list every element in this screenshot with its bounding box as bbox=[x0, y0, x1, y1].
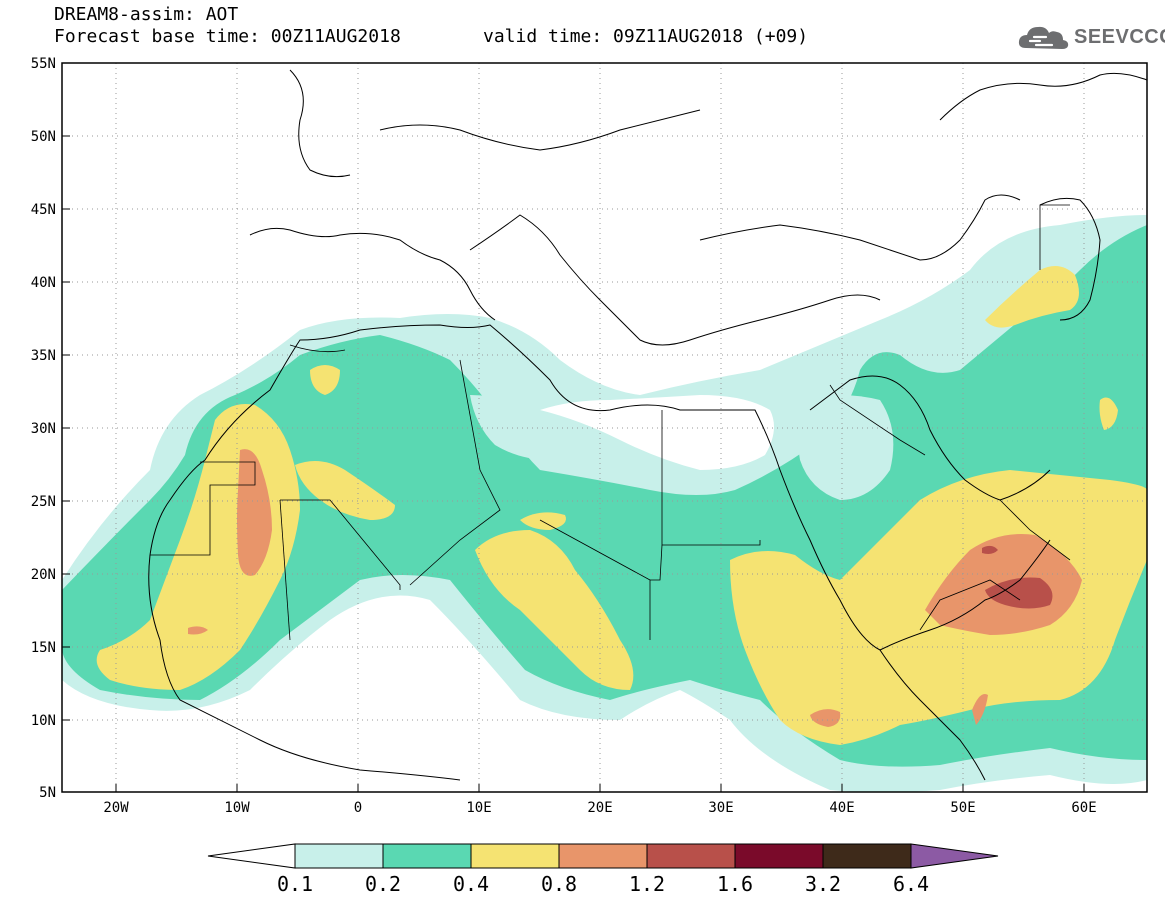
aot-band-0.8-somalia bbox=[972, 694, 988, 725]
logo-text: SEEVCCC bbox=[1074, 26, 1165, 48]
colorbar-label-1: 0.2 bbox=[365, 872, 401, 896]
aot-low-area-arabia bbox=[797, 395, 894, 500]
colorbar-swatch-0 bbox=[294, 843, 384, 869]
map-title: DREAM8-assim: AOT bbox=[54, 4, 239, 25]
lat-label-10n: 10N bbox=[31, 713, 56, 729]
colorbar-label-0: 0.1 bbox=[277, 872, 313, 896]
colorbar bbox=[207, 843, 999, 869]
aot-band-0.8-mauritania bbox=[237, 449, 272, 576]
colorbar-swatch-2 bbox=[470, 843, 560, 869]
aot-band-0.8-sudan bbox=[810, 709, 841, 727]
lon-label-10e: 10E bbox=[466, 800, 491, 816]
colorbar-label-3: 0.8 bbox=[541, 872, 577, 896]
seevccc-logo: SEEVCCC bbox=[1016, 20, 1165, 56]
aot-band-0.4-iran-south bbox=[1099, 397, 1118, 430]
lat-label-25n: 25N bbox=[31, 494, 56, 510]
lon-label-20e: 20E bbox=[587, 800, 612, 816]
aot-band-1.2-arabia-north bbox=[982, 545, 998, 554]
aot-band-0.4-algeria bbox=[295, 461, 395, 520]
longitude-labels: 20W 10W 0 10E 20E 30E 40E 50E 60E bbox=[103, 800, 1096, 816]
aot-band-0.4-niger bbox=[475, 530, 634, 690]
colorbar-right-triangle bbox=[910, 843, 999, 869]
aot-band-1.2-arabia bbox=[985, 577, 1053, 609]
lat-label-5n: 5N bbox=[39, 785, 56, 801]
lon-label-60e: 60E bbox=[1071, 800, 1096, 816]
colorbar-label-6: 3.2 bbox=[805, 872, 841, 896]
lat-label-55n: 55N bbox=[31, 56, 56, 72]
colorbar-label-2: 0.4 bbox=[453, 872, 489, 896]
colorbar-swatch-3 bbox=[558, 843, 648, 869]
cloud-logo-icon bbox=[1018, 26, 1069, 49]
forecast-base-time: Forecast base time: 00Z11AUG2018 bbox=[54, 26, 401, 47]
colorbar-swatch-5 bbox=[734, 843, 824, 869]
lat-label-40n: 40N bbox=[31, 275, 56, 291]
aot-band-0.4-morocco bbox=[310, 365, 340, 395]
lon-label-10w: 10W bbox=[224, 800, 250, 816]
colorbar-swatch-1 bbox=[382, 843, 472, 869]
aot-band-0.8-senegal bbox=[188, 626, 208, 635]
colorbar-swatch-4 bbox=[646, 843, 736, 869]
axis-ticks bbox=[62, 62, 1085, 792]
lon-label-50e: 50E bbox=[950, 800, 975, 816]
latitude-labels: 55N 50N 45N 40N 35N 30N 25N 20N 15N 10N … bbox=[31, 56, 56, 801]
lat-label-45n: 45N bbox=[31, 202, 56, 218]
graticule bbox=[62, 63, 1147, 792]
aot-band-0.4-caspian bbox=[985, 266, 1079, 328]
lon-label-40e: 40E bbox=[829, 800, 854, 816]
lat-label-35n: 35N bbox=[31, 348, 56, 364]
colorbar-label-4: 1.2 bbox=[629, 872, 665, 896]
colorbar-swatch-6 bbox=[822, 843, 912, 869]
aot-field bbox=[62, 215, 1147, 792]
colorbar-left-triangle bbox=[207, 843, 296, 869]
lon-label-30e: 30E bbox=[708, 800, 733, 816]
lat-label-50n: 50N bbox=[31, 129, 56, 145]
country-borders bbox=[150, 204, 1071, 641]
lat-label-15n: 15N bbox=[31, 640, 56, 656]
lon-label-0: 0 bbox=[354, 800, 362, 816]
lon-label-20w: 20W bbox=[103, 800, 129, 816]
lat-label-20n: 20N bbox=[31, 567, 56, 583]
colorbar-labels: 0.1 0.2 0.4 0.8 1.2 1.6 3.2 6.4 bbox=[277, 872, 929, 896]
aot-clear-area-libya bbox=[540, 395, 774, 470]
lat-label-30n: 30N bbox=[31, 421, 56, 437]
valid-time: valid time: 09Z11AUG2018 (+09) bbox=[483, 26, 809, 47]
colorbar-label-5: 1.6 bbox=[717, 872, 753, 896]
colorbar-label-7: 6.4 bbox=[893, 872, 929, 896]
